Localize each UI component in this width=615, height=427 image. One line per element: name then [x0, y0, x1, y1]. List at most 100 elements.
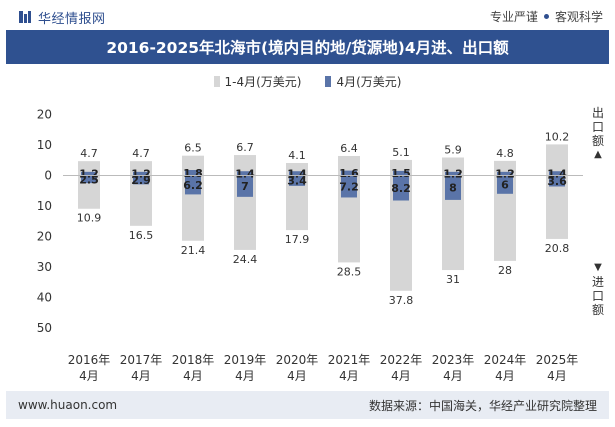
legend-label-ytd: 1-4月(万美元) — [224, 75, 302, 89]
y-tick-label: 10 — [37, 138, 52, 152]
data-label-ytd-import: 21.4 — [181, 244, 206, 257]
bar-month — [445, 171, 461, 200]
data-label-month-export: 1.6 — [339, 167, 359, 180]
bar-month — [81, 171, 97, 184]
data-label-month-import: 6 — [501, 179, 509, 192]
data-label-ytd-import: 10.9 — [77, 212, 102, 225]
x-tick-label-month: 4月 — [339, 369, 359, 383]
x-tick-label-year: 2025年 — [536, 353, 579, 367]
data-label-ytd-export: 10.2 — [545, 130, 570, 143]
bar-month — [341, 170, 357, 198]
footer-website: www.huaon.com — [18, 398, 118, 412]
bar-month — [393, 170, 409, 201]
triangle-up-icon: ▲ — [594, 149, 602, 160]
x-tick-label-month: 4月 — [391, 369, 411, 383]
side-label-import-text: 进口额 — [591, 275, 604, 317]
data-label-ytd-export: 4.8 — [496, 147, 514, 160]
data-label-ytd-import: 28 — [498, 264, 512, 277]
legend-swatch-ytd — [213, 76, 220, 87]
y-tick-label: 20 — [37, 230, 52, 244]
bar-month — [185, 170, 201, 195]
side-label-export-text: 出口额 — [591, 106, 604, 148]
data-label-month-import: 3.4 — [287, 175, 307, 188]
data-label-month-export: 1.4 — [547, 167, 567, 180]
footer-source: 数据来源：中国海关，华经产业研究院整理 — [368, 398, 597, 413]
data-label-ytd-export: 5.9 — [444, 144, 462, 157]
y-tick-label: 0 — [44, 169, 52, 183]
brand-name: 华经情报网 — [38, 11, 106, 27]
data-label-month-import: 3.6 — [547, 175, 567, 188]
bar-month — [497, 171, 513, 194]
data-label-month-export: 1.5 — [391, 167, 411, 180]
brand-logo-icon — [19, 11, 31, 23]
slogan-right: 客观科学 — [554, 10, 603, 24]
footer-bar: www.huaon.com 数据来源：中国海关，华经产业研究院整理 — [6, 391, 609, 419]
data-label-ytd-import: 20.8 — [545, 242, 570, 255]
legend-label-month: 4月(万美元) — [336, 75, 402, 89]
legend-item-month: 4月(万美元) — [325, 73, 401, 90]
x-tick-label-year: 2020年 — [276, 353, 319, 367]
side-label-export: 出口额 ▲ — [590, 106, 606, 162]
separator-dot — [543, 14, 549, 19]
legend-item-ytd: 1-4月(万美元) — [213, 73, 302, 90]
x-tick-label-month: 4月 — [79, 369, 99, 383]
data-label-month-export: 1.4 — [287, 167, 307, 180]
x-tick-label-year: 2017年 — [120, 353, 163, 367]
side-label-import: ▼ 进口额 — [590, 261, 606, 317]
data-label-month-export: 1.2 — [79, 168, 99, 181]
data-label-month-export: 1.2 — [495, 168, 515, 181]
data-label-ytd-import: 16.5 — [129, 229, 154, 242]
bar-month — [289, 171, 305, 186]
data-label-month-import: 2.5 — [79, 173, 99, 186]
x-tick-label-year: 2021年 — [328, 353, 371, 367]
x-tick-label-month: 4月 — [235, 369, 255, 383]
chart-title: 2016-2025年北海市(境内目的地/货源地)4月进、出口额 — [106, 39, 509, 57]
bar-month — [237, 171, 253, 197]
data-label-ytd-export: 4.1 — [288, 149, 306, 162]
data-label-month-import: 2.9 — [131, 174, 151, 187]
x-tick-label-year: 2023年 — [432, 353, 475, 367]
x-tick-label-year: 2024年 — [484, 353, 527, 367]
data-label-ytd-import: 24.4 — [233, 253, 258, 266]
data-label-month-import: 8.2 — [391, 182, 411, 195]
data-label-ytd-export: 5.1 — [392, 146, 410, 159]
y-tick-label: 40 — [37, 291, 52, 305]
x-tick-label-month: 4月 — [183, 369, 203, 383]
data-label-month-export: 1.4 — [235, 167, 255, 180]
data-label-ytd-export: 4.7 — [80, 147, 98, 160]
data-label-ytd-import: 31 — [446, 273, 460, 286]
data-label-ytd-import: 28.5 — [337, 265, 362, 278]
x-tick-label-year: 2018年 — [172, 353, 215, 367]
data-label-month-import: 7 — [241, 180, 249, 193]
slogan-left: 专业严谨 — [489, 10, 538, 24]
data-label-ytd-export: 6.5 — [184, 142, 202, 155]
triangle-down-icon: ▼ — [594, 262, 602, 273]
data-label-month-export: 1.2 — [131, 168, 151, 181]
data-label-month-export: 1.8 — [183, 167, 203, 180]
data-label-month-export: 1.2 — [443, 168, 463, 181]
x-tick-label-month: 4月 — [287, 369, 307, 383]
bar-month — [133, 171, 149, 185]
title-bar: 2016-2025年北海市(境内目的地/货源地)4月进、出口额 — [6, 30, 609, 64]
data-label-month-import: 7.2 — [339, 180, 359, 193]
x-tick-label-year: 2019年 — [224, 353, 267, 367]
slogan: 专业严谨 客观科学 — [490, 8, 603, 25]
legend: 1-4月(万美元) 4月(万美元) — [0, 73, 615, 90]
x-tick-label-month: 4月 — [495, 369, 515, 383]
data-label-month-import: 6.2 — [183, 179, 203, 192]
data-label-ytd-export: 6.7 — [236, 141, 254, 154]
x-tick-label-year: 2016年 — [68, 353, 111, 367]
y-tick-label: 20 — [37, 108, 52, 122]
data-label-month-import: 8 — [449, 182, 457, 195]
y-tick-label: 30 — [37, 260, 52, 274]
y-tick-label: 10 — [37, 199, 52, 213]
x-tick-label-month: 4月 — [443, 369, 463, 383]
data-label-ytd-export: 6.4 — [340, 142, 358, 155]
x-tick-label-month: 4月 — [547, 369, 567, 383]
bar-ytd — [546, 144, 568, 239]
data-label-ytd-export: 4.7 — [132, 147, 150, 160]
data-label-ytd-import: 17.9 — [285, 233, 310, 246]
legend-swatch-month — [325, 76, 332, 87]
y-tick-label: 50 — [37, 321, 52, 335]
